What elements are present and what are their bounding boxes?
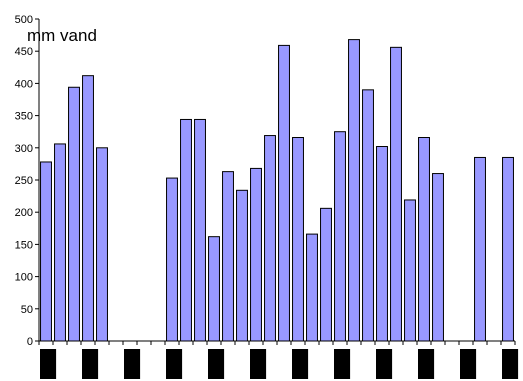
x-axis-block-marker: [376, 349, 393, 379]
bar: [264, 135, 276, 342]
y-tick-label: 100: [15, 272, 33, 284]
bar: [96, 147, 108, 342]
bar: [376, 146, 388, 342]
y-tick-label: 400: [15, 78, 33, 90]
bar: [236, 189, 248, 342]
y-tick-label: 150: [15, 239, 33, 251]
bar: [348, 39, 360, 342]
bar: [166, 177, 178, 342]
bar: [68, 86, 80, 342]
bar: [292, 137, 304, 342]
bar: [306, 233, 318, 342]
x-axis-markers: [38, 341, 519, 379]
y-tick-label: 450: [15, 46, 33, 58]
x-axis-block-marker: [124, 349, 141, 379]
y-tick-label: 500: [15, 14, 33, 26]
y-tick-label: 350: [15, 111, 33, 123]
bar: [40, 161, 52, 342]
bar: [404, 199, 416, 342]
y-tick-label: 200: [15, 207, 33, 219]
bar: [390, 46, 402, 342]
bar: [418, 137, 430, 342]
x-axis-block-marker: [334, 349, 351, 379]
bar: [362, 89, 374, 342]
x-axis-block-marker: [82, 349, 99, 379]
bar: [334, 131, 346, 342]
x-axis-block-marker: [208, 349, 225, 379]
bar: [82, 75, 94, 342]
bars-group: [40, 39, 514, 342]
bar: [250, 167, 262, 342]
x-axis-block-marker: [502, 349, 519, 379]
y-tick-label: 250: [15, 175, 33, 187]
x-axis-block-marker: [418, 349, 435, 379]
y-axis-unit-label: mm vand: [27, 26, 97, 45]
bar: [432, 173, 444, 342]
x-axis-block-marker: [40, 349, 57, 379]
bar: [194, 118, 206, 342]
x-axis-block-marker: [166, 349, 183, 379]
x-axis-block-marker: [460, 349, 477, 379]
x-axis-block-marker: [250, 349, 267, 379]
y-tick-label: 0: [27, 336, 33, 348]
bar: [208, 236, 220, 342]
y-tick-label: 300: [15, 143, 33, 155]
bar: [278, 44, 290, 342]
x-axis-block-marker: [292, 349, 309, 379]
y-tick-label: 50: [21, 304, 33, 316]
bar: [222, 171, 234, 342]
bar: [180, 118, 192, 342]
y-axis-ticks: 0 50 100 150 200 250 300 350 400 450 500: [15, 14, 39, 348]
bar: [474, 156, 486, 342]
bar: [54, 143, 66, 342]
bar: [320, 207, 332, 342]
bar: [502, 156, 514, 342]
